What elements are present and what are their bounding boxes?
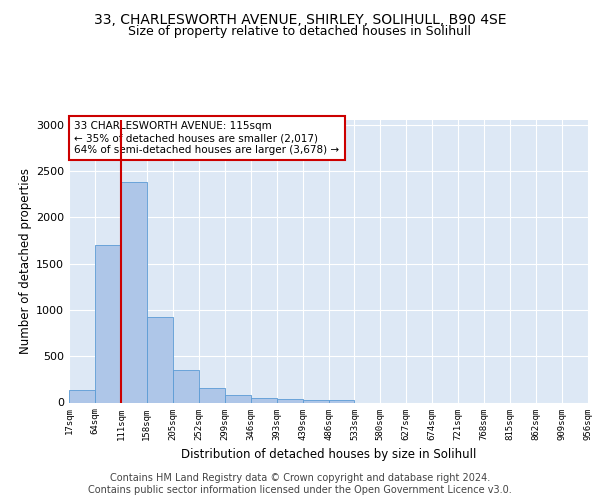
Bar xyxy=(69,390,95,402)
Bar xyxy=(147,318,173,402)
Text: 33, CHARLESWORTH AVENUE, SHIRLEY, SOLIHULL, B90 4SE: 33, CHARLESWORTH AVENUE, SHIRLEY, SOLIHU… xyxy=(94,12,506,26)
Text: Size of property relative to detached houses in Solihull: Size of property relative to detached ho… xyxy=(128,25,472,38)
Bar xyxy=(199,388,224,402)
Bar xyxy=(251,398,277,402)
Text: 33 CHARLESWORTH AVENUE: 115sqm
← 35% of detached houses are smaller (2,017)
64% : 33 CHARLESWORTH AVENUE: 115sqm ← 35% of … xyxy=(74,122,340,154)
Bar xyxy=(121,182,147,402)
Bar xyxy=(277,400,302,402)
Y-axis label: Number of detached properties: Number of detached properties xyxy=(19,168,32,354)
Bar xyxy=(329,400,355,402)
X-axis label: Distribution of detached houses by size in Solihull: Distribution of detached houses by size … xyxy=(181,448,476,461)
Bar xyxy=(95,245,121,402)
Bar xyxy=(173,370,199,402)
Bar xyxy=(225,395,251,402)
Bar xyxy=(302,400,329,402)
Text: Contains HM Land Registry data © Crown copyright and database right 2024.
Contai: Contains HM Land Registry data © Crown c… xyxy=(88,474,512,495)
